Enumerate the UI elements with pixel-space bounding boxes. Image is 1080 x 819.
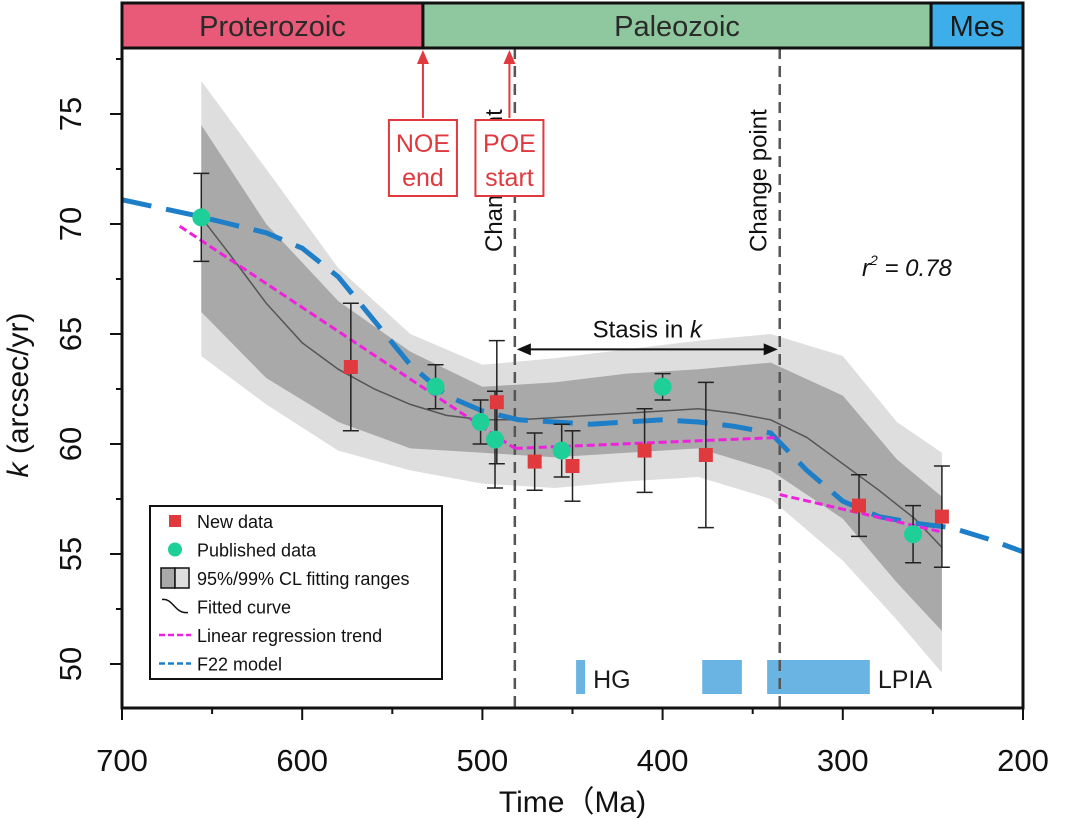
legend-symbol-new (169, 515, 181, 527)
axes: 700 600 500 400 300 200 50 55 60 65 70 75 Time（Ma) k … (2, 46, 1049, 819)
r2-symbol: r (862, 255, 871, 282)
era-box (929, 1, 1025, 50)
published-data-point (904, 525, 923, 544)
published-data-point (653, 377, 672, 396)
stasis-arrow-head (516, 343, 531, 356)
noe-box (387, 119, 458, 197)
poe-label: POE (483, 130, 536, 158)
new-data-point (698, 448, 713, 462)
era-label: Paleozoic (614, 11, 740, 43)
r2-superscript: 2 (869, 252, 878, 268)
fitted-curve (200, 216, 943, 548)
glaciation-label: LPIA (878, 666, 933, 694)
r2-value: = 0.78 (878, 255, 953, 282)
y-tick-label: 50 (53, 647, 88, 681)
published-data-point (552, 441, 571, 460)
legend-label: 95%/99% CL fitting ranges (197, 569, 409, 589)
published-data-point (192, 208, 211, 227)
confidence-bands (201, 81, 942, 673)
linear-trend-segment (514, 435, 780, 450)
stasis-label: Stasis in k (593, 316, 704, 343)
stasis-label-symbol: k (690, 316, 704, 343)
new-data-point (343, 360, 358, 374)
y-tick-label: 60 (53, 427, 88, 461)
poe-arrow-head (503, 50, 516, 64)
new-data-point (565, 459, 580, 473)
x-tick-label: 700 (96, 743, 148, 778)
new-data-point (527, 454, 542, 469)
glaciation-bar (702, 660, 742, 694)
era-box (421, 1, 933, 50)
new-data-point (852, 498, 867, 513)
new-data-point (489, 395, 504, 410)
x-tick-label: 500 (457, 743, 509, 778)
ci95-band (201, 125, 942, 631)
published-data-point (471, 413, 490, 431)
noe-label: end (402, 164, 444, 192)
legend-label: Linear regression trend (197, 626, 382, 646)
glaciation-bar (767, 660, 870, 694)
r2-label: r2 = 0.78 (862, 252, 953, 282)
legend-symbol-ci99 (174, 567, 190, 589)
legend-symbol-fit (161, 598, 189, 614)
y-tick-label: 75 (53, 97, 88, 131)
legend-label: F22 model (197, 655, 282, 675)
y-tick-label: 55 (53, 537, 88, 571)
era-box (120, 1, 425, 50)
legend-label: Fitted curve (197, 598, 291, 618)
change-point-label: Change point (746, 109, 773, 252)
y-tick-label: 70 (53, 207, 88, 241)
glaciation-label: HG (593, 666, 631, 694)
annotations: NOE end POE start Stasis in k r2 = 0.78 (387, 50, 953, 356)
data-points (192, 208, 949, 544)
glaciation-bar (576, 660, 586, 694)
y-axis-label: k (arcsec/yr) (2, 313, 35, 478)
y-tick-label: 65 (53, 317, 88, 351)
legend-label: New data (197, 512, 274, 532)
legend-symbol-published (168, 542, 182, 557)
linear-trend-segment (178, 224, 516, 450)
era-label: Proterozoic (199, 11, 346, 43)
new-data-point (934, 509, 949, 524)
era-label: Mes (950, 11, 1005, 43)
noe-label: NOE (396, 130, 450, 158)
legend: New data Published data 95%/99% CL fitting… (149, 505, 443, 680)
ci99-band (201, 81, 942, 673)
legend-box (149, 505, 443, 680)
x-tick-label: 600 (276, 743, 328, 778)
x-tick-label: 400 (637, 743, 689, 778)
new-data-point (637, 443, 652, 458)
glaciation-bars: HG LPIA (576, 660, 932, 694)
x-tick-label: 300 (817, 743, 869, 778)
published-data-point (486, 430, 505, 449)
stasis-label-text: Stasis in (593, 316, 690, 343)
x-tick-label: 200 (997, 743, 1049, 778)
y-axis-label-symbol: k (2, 461, 35, 478)
stasis-arrow-head (763, 343, 778, 356)
y-axis-label-unit: (arcsec/yr) (2, 313, 35, 463)
noe-arrow-head (416, 50, 429, 64)
poe-label: start (485, 164, 534, 192)
poe-box (474, 119, 545, 197)
legend-symbol-ci95 (160, 567, 176, 589)
x-axis-label: Time（Ma) (499, 786, 646, 819)
legend-label: Published data (197, 541, 317, 561)
fitted-curve-group (200, 216, 943, 548)
era-bar: Proterozoic Paleozoic Mes (120, 1, 1025, 50)
published-data-point (426, 377, 445, 396)
